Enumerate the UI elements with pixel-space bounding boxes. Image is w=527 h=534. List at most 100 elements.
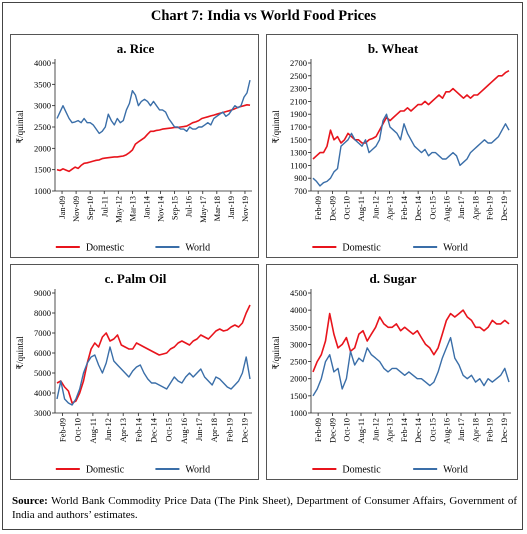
x-tick-label: Oct-10	[342, 418, 352, 442]
x-tick-label: Feb-14	[399, 195, 409, 220]
chart-wheat: b. Wheat ₹/quintal 700 900 1100 1300 1500 1700 1…	[271, 41, 511, 254]
x-tick-label: Apr-18	[470, 196, 480, 220]
y-tick-label: 3000	[34, 101, 51, 111]
series-line-domestic	[56, 304, 251, 404]
x-tick-label: Apr-13	[118, 418, 128, 442]
y-tick-label: 3500	[290, 322, 307, 332]
chart-title: a. Rice	[117, 41, 155, 56]
y-tick-label: 2000	[290, 374, 307, 384]
x-tick-label: Dec-14	[149, 417, 159, 443]
x-tick-label: Feb-19	[485, 418, 495, 442]
panel-palm-oil: c. Palm Oil ₹/quintal 3000 4000 5000 6000 7000…	[10, 264, 259, 480]
x-tick-label: Mar-18	[212, 196, 222, 221]
y-tick-label: 1500	[290, 391, 307, 401]
y-axis-label: ₹/quintal	[271, 110, 281, 144]
x-tick-label: Dec-19	[239, 418, 249, 443]
x-tick-label: Feb-19	[485, 196, 495, 220]
y-axis-label: ₹/quintal	[15, 336, 25, 370]
x-tick-label: Dec-19	[499, 418, 509, 443]
y-tick-label: 900	[294, 173, 307, 183]
y-tick-label: 2100	[290, 96, 307, 106]
y-tick-label: 7000	[34, 328, 51, 338]
x-tick-label: Jul-11	[99, 196, 109, 217]
y-axis-label: ₹/quintal	[15, 110, 25, 144]
x-tick-label: Nov-09	[71, 196, 81, 222]
x-tick-label: Jun-12	[103, 418, 113, 441]
x-tick-label: Feb-14	[133, 417, 143, 442]
legend-label-world: World	[443, 465, 468, 476]
series-line-domestic	[312, 69, 510, 160]
x-tick-label: Jun-17	[194, 418, 204, 441]
chart-sugar: d. Sugar ₹/quintal 1000 1500 2000 2500 3000 350…	[271, 271, 511, 476]
x-tick-label: Dec-09	[327, 418, 337, 443]
y-tick-label: 4000	[34, 388, 51, 398]
chart-rice: a. Rice ₹/quintal 1000 1500 2000 2500 3000 3500…	[15, 41, 252, 254]
series-line-world	[312, 336, 510, 397]
x-tick-label: Apr-18	[470, 418, 480, 442]
x-tick-label: Mar-13	[127, 196, 137, 221]
x-tick-label: Aug-16	[442, 196, 452, 222]
figure-title: Chart 7: India vs World Food Prices	[150, 8, 377, 24]
x-tick-label: Dec-14	[413, 195, 423, 221]
x-tick-label: Oct-10	[342, 196, 352, 220]
x-tick-label: Feb-09	[313, 418, 323, 442]
x-tick-label: May-12	[113, 196, 123, 223]
y-tick-label: 700	[294, 186, 307, 196]
y-tick-label: 4000	[290, 305, 307, 315]
source-label: Source:	[12, 495, 48, 507]
x-tick-label: Aug-11	[356, 196, 366, 222]
x-tick-label: Oct-15	[164, 418, 174, 442]
source-note: Source: World Bank Commodity Price Data …	[12, 494, 517, 522]
panel-wheat: b. Wheat ₹/quintal 700 900 1100 1300 1500 1700 1…	[266, 34, 518, 258]
y-tick-label: 4500	[290, 288, 307, 298]
y-tick-label: 1500	[34, 165, 51, 175]
x-tick-label: Feb-09	[58, 418, 68, 442]
x-tick-label: May-17	[198, 196, 208, 223]
y-tick-label: 1500	[290, 135, 307, 145]
x-tick-label: Dec-09	[327, 196, 337, 221]
y-tick-label: 1000	[34, 186, 51, 196]
legend-label-world: World	[185, 465, 210, 476]
figure-frame	[2, 2, 523, 530]
x-tick-label: Jan-14	[141, 195, 151, 218]
x-tick-label: Sep-15	[170, 196, 180, 220]
y-tick-label: 4000	[34, 58, 51, 68]
x-tick-label: Apr-13	[385, 418, 395, 442]
x-tick-label: Feb-09	[313, 196, 323, 220]
x-tick-label: Sep-10	[85, 196, 95, 220]
y-tick-label: 1100	[290, 160, 307, 170]
legend-label-domestic: Domestic	[86, 243, 125, 254]
chart-title: d. Sugar	[370, 271, 417, 286]
y-tick-label: 1900	[290, 109, 307, 119]
y-tick-label: 3500	[34, 79, 51, 89]
y-tick-label: 9000	[34, 288, 51, 298]
y-tick-label: 5000	[34, 368, 51, 378]
x-tick-label: Oct-15	[427, 196, 437, 220]
series-line-domestic	[312, 309, 510, 373]
series-line-world	[56, 79, 251, 135]
y-tick-label: 2500	[290, 71, 307, 81]
y-tick-label: 6000	[34, 348, 51, 358]
x-tick-label: Nov-19	[240, 196, 250, 222]
x-tick-label: Aug-11	[356, 418, 366, 444]
chart-palm-oil: c. Palm Oil ₹/quintal 3000 4000 5000 6000 7000…	[15, 271, 252, 476]
x-tick-label: Oct-15	[427, 418, 437, 442]
y-tick-label: 3000	[290, 339, 307, 349]
legend-label-domestic: Domestic	[342, 465, 381, 476]
y-tick-label: 2700	[290, 58, 307, 68]
legend-label-world: World	[443, 243, 468, 254]
x-tick-label: Jun-12	[370, 418, 380, 441]
x-tick-label: Jan-19	[226, 196, 236, 219]
panel-rice: a. Rice ₹/quintal 1000 1500 2000 2500 3000 3500…	[10, 34, 259, 258]
y-tick-label: 2000	[34, 143, 51, 153]
x-tick-label: Aug-16	[442, 418, 452, 444]
y-tick-label: 8000	[34, 308, 51, 318]
y-tick-label: 3000	[34, 408, 51, 418]
y-tick-label: 2300	[290, 84, 307, 94]
x-tick-label: Apr-13	[385, 196, 395, 220]
chart-title: c. Palm Oil	[105, 271, 167, 286]
series-line-domestic	[56, 104, 251, 173]
x-tick-label: Feb-19	[224, 418, 234, 442]
legend-label-domestic: Domestic	[86, 465, 125, 476]
y-tick-label: 1300	[290, 148, 307, 158]
